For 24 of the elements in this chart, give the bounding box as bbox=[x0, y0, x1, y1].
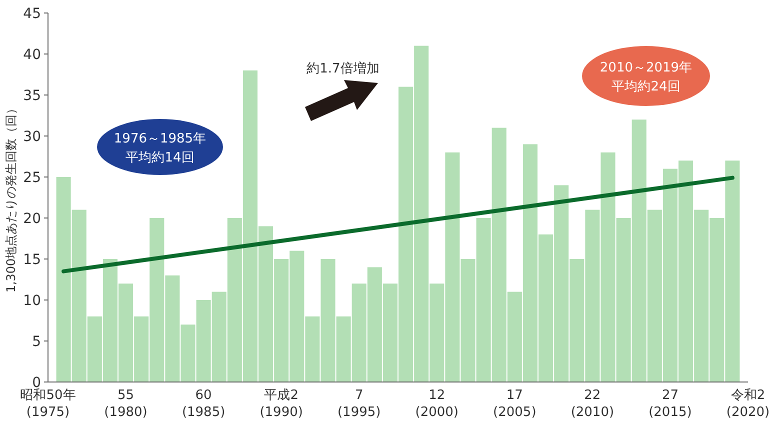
annotation: 1976～1985年 bbox=[114, 132, 206, 147]
x-tick-label: 12 (2000) bbox=[415, 388, 459, 420]
x-tick-label: 55 (1980) bbox=[104, 388, 148, 420]
y-tick-label: 20 bbox=[23, 210, 41, 227]
annotation: 約1.7倍増加 bbox=[306, 60, 380, 77]
x-tick-label: 17 (2005) bbox=[493, 388, 536, 420]
x-tick-label: 7 (1995) bbox=[337, 388, 381, 420]
x-tick-label: 令和2 (2020) bbox=[726, 388, 770, 420]
y-axis-title: 1,300地点あたりの発生回数（回） bbox=[4, 102, 18, 293]
y-tick-label: 5 bbox=[32, 334, 41, 350]
annotation: 平均約14回 bbox=[126, 150, 194, 166]
y-tick-label: 15 bbox=[23, 252, 41, 268]
annotation: 2010～2019年 bbox=[600, 60, 692, 76]
y-tick-label: 45 bbox=[23, 6, 41, 22]
y-tick-label: 10 bbox=[23, 292, 41, 309]
annotation: 平均約24回 bbox=[612, 80, 680, 95]
x-tick-label: 平成2 (1990) bbox=[260, 388, 303, 420]
x-tick-label: 22 (2010) bbox=[570, 388, 614, 420]
x-tick-label: 27 (2015) bbox=[648, 388, 692, 420]
y-tick-label: 25 bbox=[23, 170, 41, 186]
y-tick-label: 30 bbox=[23, 128, 41, 145]
y-tick-label: 35 bbox=[23, 88, 41, 104]
x-tick-label: 60 (1985) bbox=[182, 388, 226, 420]
y-tick-label: 40 bbox=[23, 46, 41, 63]
